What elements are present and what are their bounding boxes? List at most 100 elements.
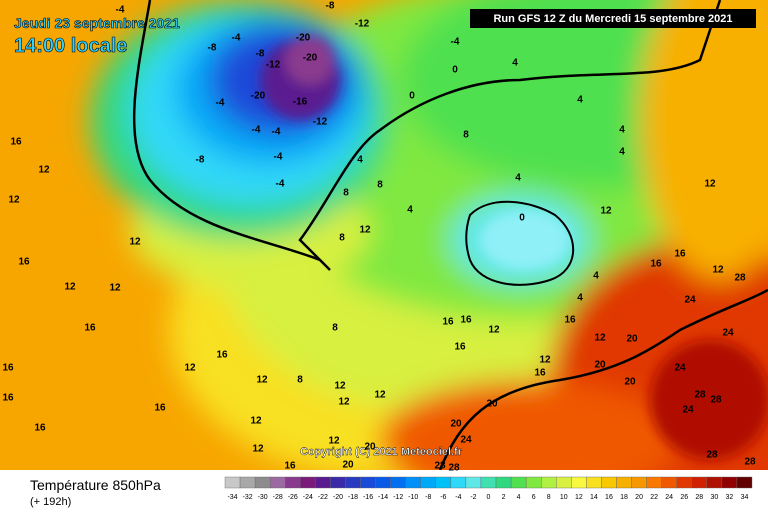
contour-label: 12 [250,416,262,427]
scale-cell [691,476,708,489]
contour-label: 8 [377,180,383,191]
contour-label: 24 [722,328,734,339]
scale-label: -32 [243,494,253,501]
contour-label: 16 [84,323,96,334]
contour-label: 24 [682,405,694,416]
contour-label: -20 [296,33,311,44]
scale-label: 24 [665,494,673,501]
contour-label: 16 [2,363,14,374]
scale-label: -2 [470,494,476,501]
scale-label: 32 [726,494,734,501]
contour-label: -4 [276,179,285,190]
scale-cell [450,476,467,489]
scale-cell [631,476,647,489]
contour-label: 4 [357,155,363,166]
contour-label: 12 [8,195,20,206]
scale-label: -12 [393,494,403,501]
scale-cell [254,476,271,489]
contour-label: 8 [463,130,469,141]
contour-label: 4 [593,271,599,282]
contour-label: -8 [208,43,217,54]
contour-label: 0 [519,213,525,224]
contour-label: -12 [266,60,281,71]
scale-cell [525,476,542,489]
contour-label: 20 [486,399,498,410]
contour-label: 0 [409,91,415,102]
contour-label: 12 [256,375,268,386]
contour-label: -12 [313,117,328,128]
scale-label: -16 [363,494,373,501]
scale-label: -20 [333,494,343,501]
contour-label: 16 [460,315,472,326]
contour-label: 12 [594,333,606,344]
contour-label: -8 [256,49,265,60]
scale-label: 22 [650,494,658,501]
contour-label: 4 [619,125,625,136]
contour-label: 28 [744,457,756,468]
copyright: Copyright (C) 2021 Meteociel.fr [300,446,463,458]
scale-cell [586,476,602,489]
scale-cell [390,476,406,489]
scale-label: -22 [318,494,328,501]
scale-cell [285,476,301,489]
scale-label: 28 [695,494,703,501]
contour-label: 16 [534,368,546,379]
contour-label: 28 [734,273,746,284]
contour-label: 16 [454,342,466,353]
forecast-date: Jeudi 23 septembre 2021 [14,15,180,31]
scale-label: 10 [560,494,568,501]
contour-label: -20 [303,53,318,64]
contour-label: -4 [274,152,283,163]
scale-label: -10 [408,494,418,501]
scale-label: -30 [258,494,268,501]
scale-cell [239,476,256,489]
contour-label: 12 [252,444,264,455]
scale-cell [300,476,316,489]
scale-cell [676,476,692,489]
scale-cell [330,476,346,489]
contour-label: 28 [706,450,718,461]
scale-label: 8 [547,494,551,501]
scale-label: 34 [741,494,749,501]
contour-label: 8 [332,323,338,334]
contour-label: 28 [448,463,460,474]
scale-label: 20 [635,494,643,501]
contour-label: -8 [326,1,335,12]
contour-label: 20 [342,460,354,471]
contour-label: 28 [694,390,706,401]
contour-label: 24 [674,363,686,374]
scale-cell [721,476,738,489]
scale-cell [661,476,677,489]
contour-label: -4 [232,33,241,44]
contour-label: 4 [577,95,583,106]
contour-label: -4 [216,98,225,109]
scale-cell [495,476,512,489]
scale-label: -34 [227,494,237,501]
contour-label: -12 [355,19,370,30]
scale-label: -28 [273,494,283,501]
contour-label: 8 [297,375,303,386]
contour-label: 20 [626,334,638,345]
contour-label: -4 [451,37,460,48]
scale-cell [345,476,361,489]
contour-label: 20 [364,442,376,453]
contour-label: 28 [434,461,446,472]
scale-cell [405,476,421,489]
scale-label: 30 [710,494,718,501]
forecast-time: 14:00 locale [14,35,127,57]
contour-label: 12 [374,390,386,401]
contour-label: 20 [624,377,636,388]
contour-label: 12 [334,381,346,392]
contour-label: 12 [109,283,121,294]
contour-label: 12 [712,265,724,276]
scale-cell [646,476,662,489]
forecast-lead: (+ 192h) [30,496,71,508]
footer-title: Température 850hPa [30,477,161,493]
contour-label: 4 [619,147,625,158]
scale-cell [375,476,391,489]
contour-label: 8 [339,233,345,244]
contour-label: 20 [450,419,462,430]
contour-label: -20 [251,91,266,102]
contour-label: 16 [442,317,454,328]
